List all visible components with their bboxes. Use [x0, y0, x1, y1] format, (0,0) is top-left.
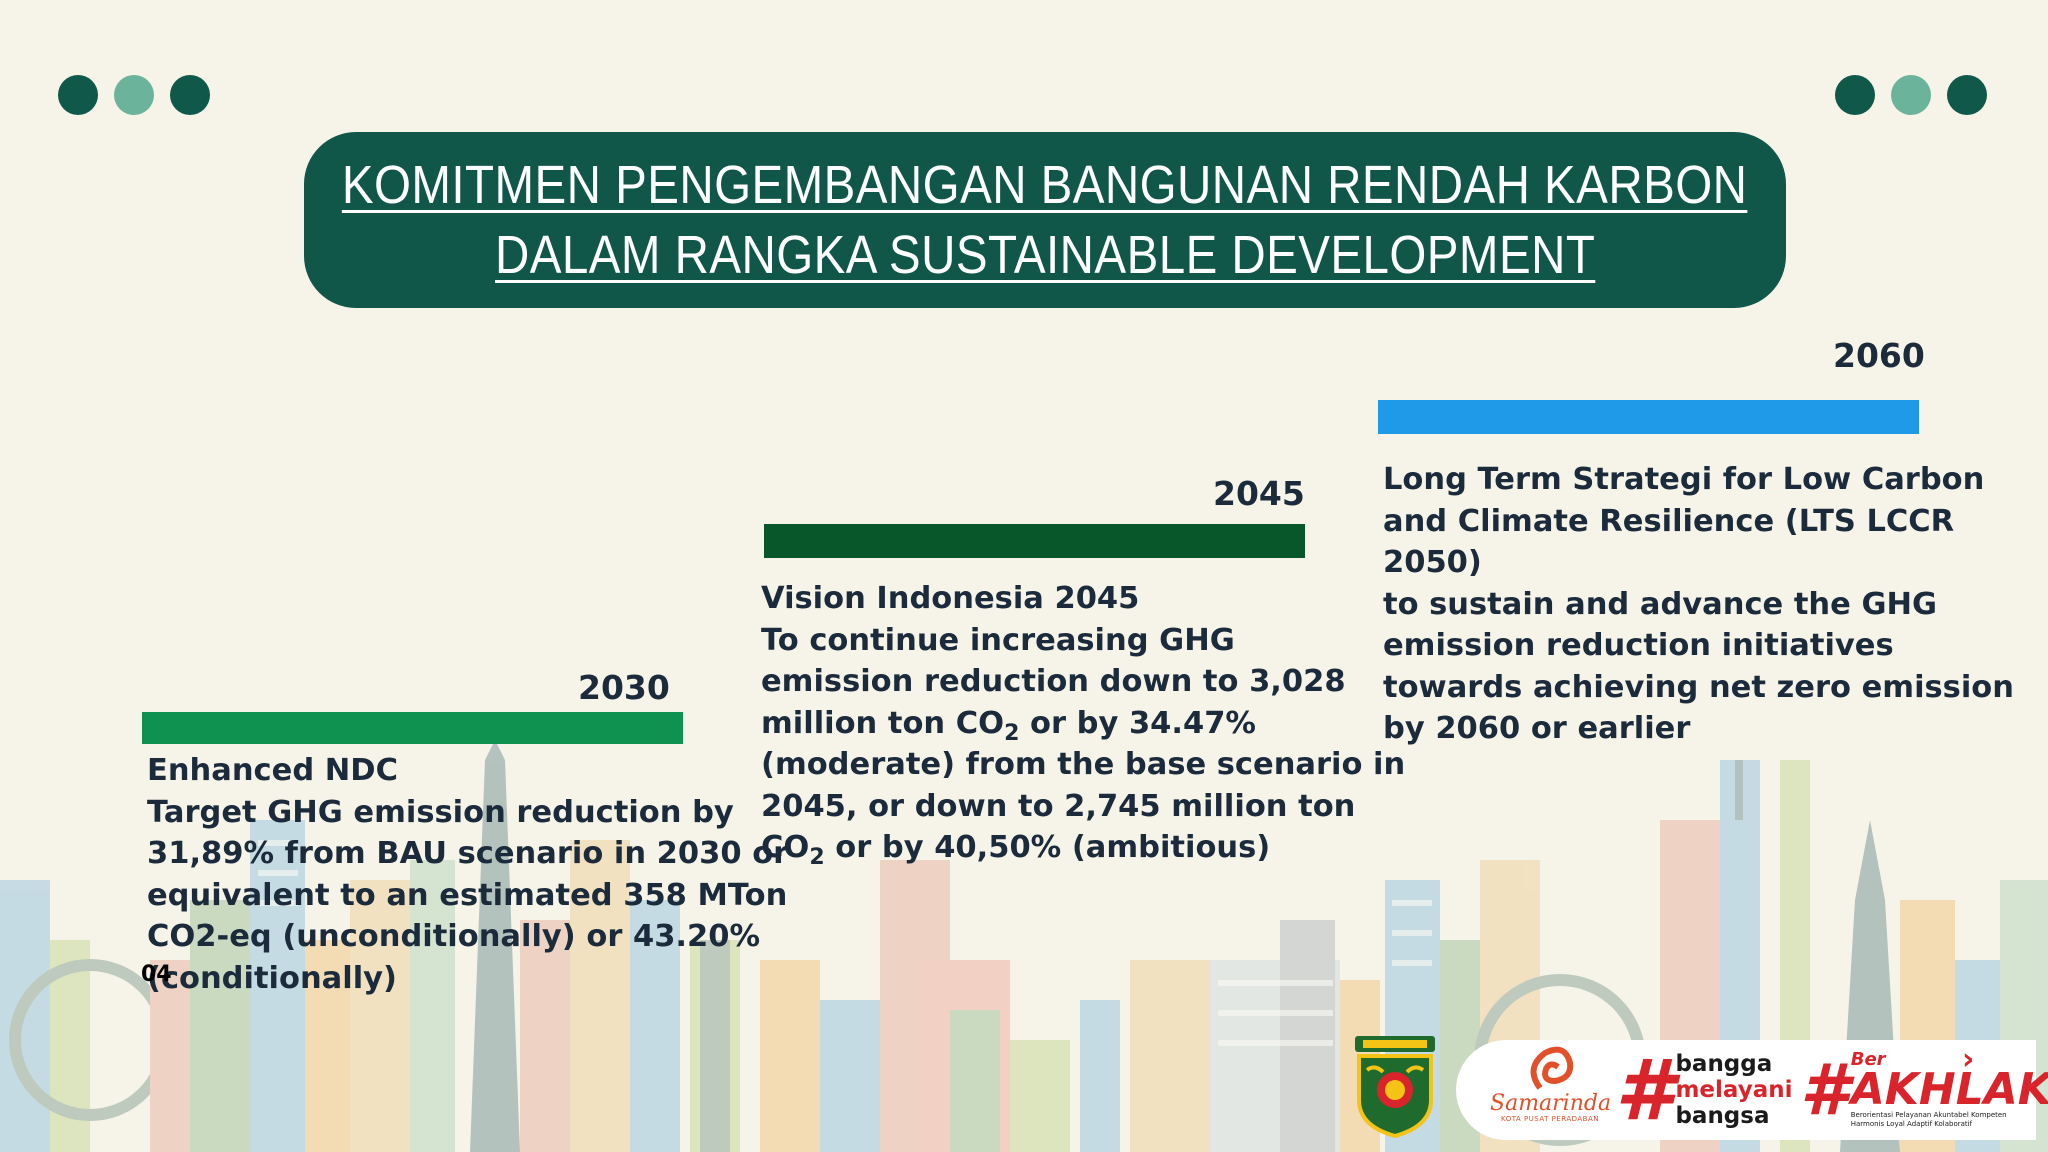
milestone-2045-line: emission reduction down to 3,028	[761, 664, 1346, 699]
akhlak-word: AKHLAK	[1850, 1064, 2048, 1115]
dot-light	[114, 75, 154, 115]
dot-dark	[1947, 75, 1987, 115]
milestone-2060-line: by 2060 or earlier	[1383, 711, 1691, 746]
milestone-2045-text-part: or by 34.47%	[1019, 705, 1256, 741]
milestone-2060-text: Long Term Strategi for Low Carbon and Cl…	[1383, 459, 2014, 750]
timeline-bar-2045	[764, 524, 1305, 558]
bangsa-word: bangsa	[1675, 1103, 1770, 1129]
timeline-bar-2030	[142, 712, 683, 744]
slide-title-line-1: KOMITMEN PENGEMBANGAN BANGUNAN RENDAH KA…	[342, 155, 1748, 215]
milestone-2045-heading: Vision Indonesia 2045	[761, 581, 1140, 616]
bangga-hash: #	[1615, 1041, 1674, 1139]
melayani-word: melayani	[1675, 1077, 1793, 1103]
akhlak-tagline: Berorientasi Pelayanan Akuntabel Kompete…	[1850, 1111, 2007, 1128]
ber-akhlak-logo: # Ber AKHLAK Berorientasi Pelayanan Akun…	[1800, 1040, 2048, 1140]
akhlak-ber: Ber	[1850, 1049, 1886, 1070]
milestone-2045-text-part: million ton CO	[761, 705, 1005, 741]
milestone-2030-line: (conditionally)	[147, 960, 397, 996]
milestone-2060-line: towards achieving net zero emission	[1383, 669, 2014, 705]
year-label-2045: 2045	[1213, 474, 1305, 513]
milestone-2030-heading: Enhanced NDC	[147, 753, 398, 788]
kota-samarinda-emblem-icon	[1355, 1036, 1435, 1139]
milestone-2045-text-part: or by 40,50% (ambitious)	[824, 830, 1271, 865]
timeline-bar-2060	[1378, 400, 1919, 434]
stray-page-mark: 04	[141, 962, 172, 987]
dot-dark	[1835, 75, 1875, 115]
milestone-2060-line: to sustain and advance the GHG	[1383, 586, 1938, 622]
milestone-2045-line: To continue increasing GHG	[761, 622, 1235, 658]
milestone-2045-line: (moderate) from the base scenario in	[761, 747, 1406, 782]
samarinda-swirl-icon	[1530, 1046, 1574, 1090]
milestone-2030-line: equivalent to an estimated 358 MTon	[147, 877, 788, 913]
milestone-2030-text: Enhanced NDC Target GHG emission reducti…	[147, 750, 788, 999]
chevron-right-icon: ›	[1962, 1042, 1975, 1077]
milestone-2060-heading-line: 2050)	[1383, 545, 1482, 580]
year-label-2030: 2030	[578, 668, 670, 707]
dot-dark	[170, 75, 210, 115]
dot-light	[1891, 75, 1931, 115]
samarinda-tagline: KOTA PUSAT PERADABAN	[1500, 1115, 1600, 1123]
slide-title-line-2: DALAM RANGKA SUSTAINABLE DEVELOPMENT	[494, 225, 1596, 285]
milestone-2045-text-part: CO	[761, 830, 810, 865]
decorative-dots-right	[1835, 75, 1987, 115]
bangga-word: bangga	[1675, 1051, 1773, 1077]
logo-strip-background	[1456, 1040, 2036, 1140]
milestone-2060-heading-line: Long Term Strategi for Low Carbon	[1383, 462, 1985, 497]
milestone-2045-line: 2045, or down to 2,745 million ton	[761, 788, 1356, 824]
milestone-2030-line: Target GHG emission reduction by	[147, 794, 734, 830]
slide-title-banner: KOMITMEN PENGEMBANGAN BANGUNAN RENDAH KA…	[304, 132, 1786, 308]
milestone-2030-line: 31,89% from BAU scenario in 2030 or	[147, 836, 789, 871]
milestone-2030-line: CO2-eq (unconditionally) or 43.20%	[147, 919, 761, 954]
year-label-2060: 2060	[1833, 336, 1925, 375]
milestone-2045-line: CO2 or by 40,50% (ambitious)	[761, 827, 1405, 869]
dot-dark	[58, 75, 98, 115]
milestone-2060-heading-line: and Climate Resilience (LTS LCCR	[1383, 503, 1955, 539]
subscript-two: 2	[809, 845, 825, 871]
decorative-dots-left	[58, 75, 210, 115]
subscript-two: 2	[1004, 720, 1020, 746]
samarinda-name: Samarinda	[1490, 1091, 1612, 1116]
samarinda-logo: Samarinda KOTA PUSAT PERADABAN	[1490, 1043, 1612, 1143]
akhlak-hash: #	[1800, 1049, 1849, 1131]
milestone-2045-line: million ton CO2 or by 34.47%	[761, 703, 1405, 745]
bangga-melayani-bangsa-logo: # bangga melayani bangsa	[1615, 1040, 1793, 1140]
milestone-2045-text: Vision Indonesia 2045 To continue increa…	[761, 578, 1405, 869]
milestone-2060-line: emission reduction initiatives	[1383, 628, 1894, 663]
